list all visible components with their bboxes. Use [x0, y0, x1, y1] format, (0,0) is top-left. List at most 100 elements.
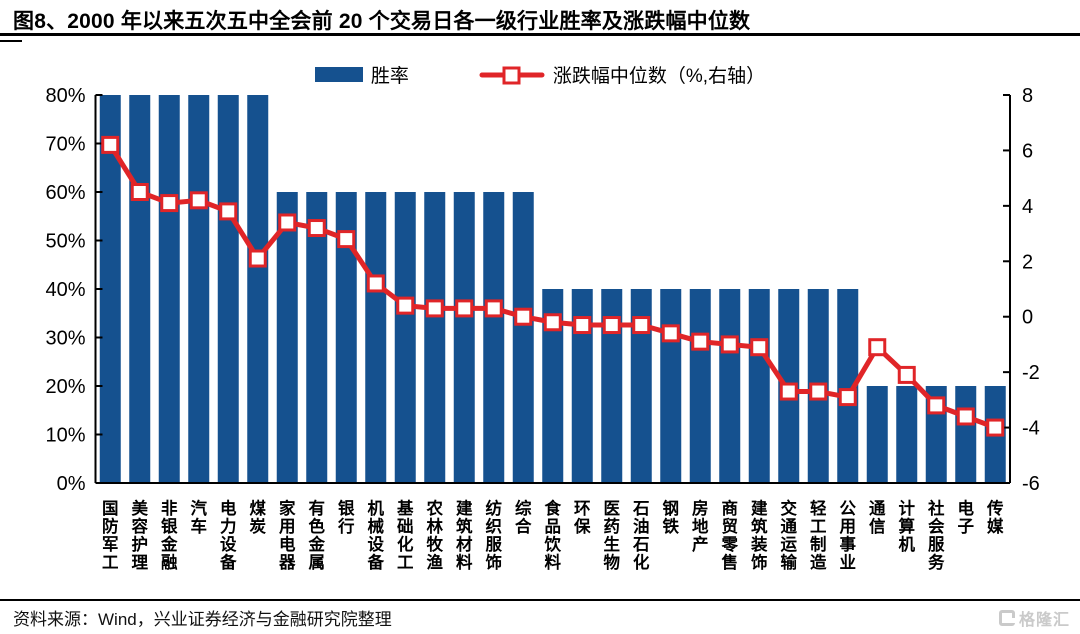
category-label: 计算机	[898, 498, 916, 554]
winrate-bar	[365, 192, 387, 483]
category-label: 建筑装饰	[751, 498, 768, 572]
winrate-bar	[601, 289, 623, 483]
legend-winrate-label: 胜率	[370, 66, 409, 87]
left-axis-tick-label: 0%	[57, 473, 86, 495]
category-label: 国防军工	[102, 499, 119, 572]
winrate-bar	[689, 289, 711, 483]
left-axis-tick-label: 80%	[45, 85, 85, 107]
category-label: 农林牧渔	[426, 498, 444, 572]
category-label: 轻工制造	[810, 498, 827, 572]
winrate-bar	[99, 95, 121, 483]
winrate-bar	[571, 289, 593, 483]
category-label: 家用电器	[278, 498, 296, 572]
median-change-marker	[779, 382, 798, 401]
page-title: 图8、2000 年以来五次五中全会前 20 个交易日各一级行业胜率及涨跌幅中位数	[13, 10, 751, 33]
median-change-marker	[956, 407, 975, 426]
category-label: 医药生物	[604, 499, 621, 572]
winrate-bar	[306, 192, 328, 483]
winrate-bar	[483, 192, 505, 483]
category-label: 传媒	[986, 498, 1004, 536]
winrate-bar	[748, 289, 770, 483]
category-label: 电子	[958, 498, 975, 536]
median-change-marker	[425, 299, 444, 318]
chart-legend: 胜率 涨跌幅中位数（%,右轴）	[0, 61, 1080, 88]
category-label: 商贸零售	[721, 498, 739, 572]
gelonghui-logo-icon	[998, 609, 1015, 626]
footer: 资料来源：Wind，兴业证券经济与金融研究院整理 格隆汇	[0, 599, 1080, 634]
median-change-marker	[573, 316, 592, 335]
gelonghui-watermark-text: 格隆汇	[1018, 611, 1070, 629]
winrate-bar	[158, 95, 180, 483]
category-label: 建筑材料	[456, 498, 473, 572]
median-change-marker	[307, 219, 326, 238]
median-change-marker	[661, 324, 680, 343]
category-label: 基础化工	[397, 498, 414, 572]
category-label: 非银金融	[160, 498, 178, 572]
median-change-marker	[720, 335, 739, 354]
median-change-marker	[897, 365, 916, 384]
median-change-marker	[838, 388, 857, 407]
right-axis-tick-label: 2	[1022, 251, 1033, 273]
median-change-marker	[602, 316, 621, 335]
left-axis-tick-label: 40%	[45, 279, 85, 301]
left-axis-tick-label: 20%	[45, 376, 85, 398]
right-axis-tick-label: -4	[1022, 418, 1040, 440]
right-axis-tick-label: 8	[1022, 85, 1033, 107]
winrate-bar	[188, 95, 210, 483]
chart-title-bar: 图8、2000 年以来五次五中全会前 20 个交易日各一级行业胜率及涨跌幅中位数	[0, 0, 1080, 33]
winrate-bar	[453, 192, 475, 483]
data-source: 资料来源：Wind，兴业证券经济与金融研究院整理	[13, 610, 392, 629]
category-label: 房地产	[692, 498, 709, 554]
winrate-bar	[660, 289, 682, 483]
category-label: 美容护理	[132, 498, 149, 572]
winrate-bar	[247, 95, 269, 483]
right-axis-tick-label: -6	[1022, 473, 1040, 495]
median-change-marker	[927, 396, 946, 415]
median-change-marker	[986, 418, 1005, 437]
chart-area: 0% 10% 20% 30% 40% 50% 60% 70% 80% -6 -4 -2 0 2 4 6 8 国防军…	[0, 40, 1080, 600]
winrate-bar	[424, 192, 446, 483]
winrate-bar	[719, 289, 741, 483]
winrate-bar-swatch-icon	[314, 67, 363, 82]
winrate-bar	[866, 386, 888, 483]
median-change-marker	[543, 313, 562, 332]
right-axis-tick-label: -2	[1022, 362, 1040, 384]
median-change-marker	[278, 213, 297, 232]
right-axis-tick-label: 0	[1022, 307, 1033, 329]
category-label: 电力设备	[219, 498, 237, 572]
winrate-bar	[512, 192, 534, 483]
title-divider-short	[0, 40, 22, 42]
median-change-marker	[248, 249, 267, 268]
median-change-marker	[396, 296, 415, 315]
category-label: 钢铁	[663, 498, 680, 536]
category-label: 食品饮料	[544, 498, 562, 572]
category-label: 银行	[337, 498, 355, 536]
median-change-marker	[809, 382, 828, 401]
median-change-marker	[189, 191, 208, 210]
legend-median-label: 涨跌幅中位数（%,右轴）	[552, 66, 766, 87]
left-axis-tick-label: 50%	[45, 231, 85, 253]
title-divider	[0, 33, 1080, 36]
winrate-bar	[276, 192, 298, 483]
median-change-marker	[366, 274, 385, 293]
category-label: 煤炭	[250, 498, 267, 536]
median-change-marker	[337, 230, 356, 249]
median-change-marker	[219, 202, 238, 221]
median-change-marker	[455, 299, 474, 318]
median-change-marker	[868, 338, 887, 357]
gelonghui-watermark: 格隆汇	[998, 606, 1080, 630]
winrate-bar	[394, 192, 416, 483]
legend-item-winrate: 胜率	[314, 61, 409, 88]
category-label: 机械设备	[367, 498, 385, 572]
median-change-marker	[514, 307, 533, 326]
median-change-marker	[632, 316, 651, 335]
left-axis-tick-label: 10%	[45, 425, 85, 447]
left-axis-tick-label: 30%	[45, 328, 85, 350]
category-label: 通信	[869, 499, 886, 536]
industry-winrate-chart: 0% 10% 20% 30% 40% 50% 60% 70% 80% -6 -4 -2 0 2 4 6 8 国防军…	[45, 85, 1040, 572]
winrate-bar	[335, 192, 357, 483]
winrate-bar	[630, 289, 652, 483]
median-change-marker	[130, 183, 149, 201]
category-label: 综合	[515, 498, 532, 536]
category-label: 环保	[573, 500, 591, 536]
